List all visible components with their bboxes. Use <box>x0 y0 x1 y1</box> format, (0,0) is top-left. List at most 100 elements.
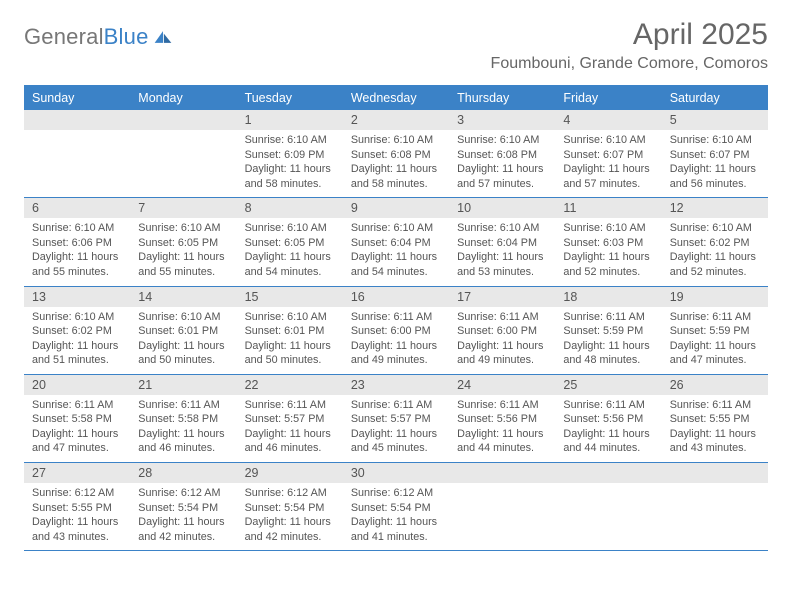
day-cell: 8Sunrise: 6:10 AMSunset: 6:05 PMDaylight… <box>237 198 343 285</box>
daylight-line: Daylight: 11 hours and 48 minutes. <box>563 339 653 368</box>
sunset-line: Sunset: 5:59 PM <box>670 324 760 339</box>
daylight-line: Daylight: 11 hours and 55 minutes. <box>138 250 228 279</box>
week-row: 6Sunrise: 6:10 AMSunset: 6:06 PMDaylight… <box>24 198 768 286</box>
sunset-line: Sunset: 5:54 PM <box>351 501 441 516</box>
day-body: Sunrise: 6:11 AMSunset: 5:56 PMDaylight:… <box>555 395 661 462</box>
day-number: 21 <box>130 375 236 395</box>
day-body: Sunrise: 6:10 AMSunset: 6:07 PMDaylight:… <box>662 130 768 197</box>
sunset-line: Sunset: 5:55 PM <box>32 501 122 516</box>
day-body: Sunrise: 6:10 AMSunset: 6:05 PMDaylight:… <box>130 218 236 285</box>
daylight-line: Daylight: 11 hours and 47 minutes. <box>670 339 760 368</box>
sunrise-line: Sunrise: 6:11 AM <box>670 310 760 325</box>
sunset-line: Sunset: 6:02 PM <box>32 324 122 339</box>
daylight-line: Daylight: 11 hours and 52 minutes. <box>670 250 760 279</box>
day-cell: 28Sunrise: 6:12 AMSunset: 5:54 PMDayligh… <box>130 463 236 550</box>
day-number: 24 <box>449 375 555 395</box>
sunrise-line: Sunrise: 6:10 AM <box>457 221 547 236</box>
day-cell: 18Sunrise: 6:11 AMSunset: 5:59 PMDayligh… <box>555 287 661 374</box>
day-body: Sunrise: 6:12 AMSunset: 5:54 PMDaylight:… <box>130 483 236 550</box>
weekday-header: Wednesday <box>343 87 449 110</box>
daylight-line: Daylight: 11 hours and 45 minutes. <box>351 427 441 456</box>
sunrise-line: Sunrise: 6:10 AM <box>670 133 760 148</box>
daylight-line: Daylight: 11 hours and 58 minutes. <box>351 162 441 191</box>
daylight-line: Daylight: 11 hours and 46 minutes. <box>245 427 335 456</box>
day-body: Sunrise: 6:10 AMSunset: 6:06 PMDaylight:… <box>24 218 130 285</box>
day-cell: 17Sunrise: 6:11 AMSunset: 6:00 PMDayligh… <box>449 287 555 374</box>
sunrise-line: Sunrise: 6:10 AM <box>670 221 760 236</box>
day-number: 29 <box>237 463 343 483</box>
sunrise-line: Sunrise: 6:12 AM <box>245 486 335 501</box>
daylight-line: Daylight: 11 hours and 42 minutes. <box>245 515 335 544</box>
day-number <box>662 463 768 483</box>
day-number <box>555 463 661 483</box>
day-cell: 16Sunrise: 6:11 AMSunset: 6:00 PMDayligh… <box>343 287 449 374</box>
sunrise-line: Sunrise: 6:11 AM <box>563 398 653 413</box>
day-cell: 5Sunrise: 6:10 AMSunset: 6:07 PMDaylight… <box>662 110 768 197</box>
sunset-line: Sunset: 6:04 PM <box>351 236 441 251</box>
week-row: 20Sunrise: 6:11 AMSunset: 5:58 PMDayligh… <box>24 375 768 463</box>
day-number: 2 <box>343 110 449 130</box>
weekday-header: Sunday <box>24 87 130 110</box>
day-cell: 4Sunrise: 6:10 AMSunset: 6:07 PMDaylight… <box>555 110 661 197</box>
day-body: Sunrise: 6:12 AMSunset: 5:54 PMDaylight:… <box>237 483 343 550</box>
day-number: 4 <box>555 110 661 130</box>
day-cell: 9Sunrise: 6:10 AMSunset: 6:04 PMDaylight… <box>343 198 449 285</box>
day-body: Sunrise: 6:10 AMSunset: 6:08 PMDaylight:… <box>343 130 449 197</box>
day-number: 28 <box>130 463 236 483</box>
weekday-header: Monday <box>130 87 236 110</box>
day-number <box>449 463 555 483</box>
daylight-line: Daylight: 11 hours and 58 minutes. <box>245 162 335 191</box>
day-body: Sunrise: 6:10 AMSunset: 6:05 PMDaylight:… <box>237 218 343 285</box>
day-number: 3 <box>449 110 555 130</box>
day-cell: 29Sunrise: 6:12 AMSunset: 5:54 PMDayligh… <box>237 463 343 550</box>
daylight-line: Daylight: 11 hours and 42 minutes. <box>138 515 228 544</box>
day-body: Sunrise: 6:11 AMSunset: 6:00 PMDaylight:… <box>343 307 449 374</box>
day-number: 8 <box>237 198 343 218</box>
sunrise-line: Sunrise: 6:11 AM <box>670 398 760 413</box>
brand-word-2: Blue <box>104 24 149 49</box>
day-cell: 26Sunrise: 6:11 AMSunset: 5:55 PMDayligh… <box>662 375 768 462</box>
daylight-line: Daylight: 11 hours and 43 minutes. <box>32 515 122 544</box>
day-cell: 30Sunrise: 6:12 AMSunset: 5:54 PMDayligh… <box>343 463 449 550</box>
daylight-line: Daylight: 11 hours and 55 minutes. <box>32 250 122 279</box>
day-body: Sunrise: 6:11 AMSunset: 5:56 PMDaylight:… <box>449 395 555 462</box>
daylight-line: Daylight: 11 hours and 46 minutes. <box>138 427 228 456</box>
day-body: Sunrise: 6:11 AMSunset: 5:57 PMDaylight:… <box>343 395 449 462</box>
day-body: Sunrise: 6:10 AMSunset: 6:04 PMDaylight:… <box>449 218 555 285</box>
day-number <box>24 110 130 130</box>
day-cell: ... <box>130 110 236 197</box>
sail-icon <box>153 29 173 45</box>
sunrise-line: Sunrise: 6:10 AM <box>138 310 228 325</box>
daylight-line: Daylight: 11 hours and 50 minutes. <box>138 339 228 368</box>
day-number: 5 <box>662 110 768 130</box>
sunrise-line: Sunrise: 6:12 AM <box>351 486 441 501</box>
sunset-line: Sunset: 5:55 PM <box>670 412 760 427</box>
day-cell: 22Sunrise: 6:11 AMSunset: 5:57 PMDayligh… <box>237 375 343 462</box>
daylight-line: Daylight: 11 hours and 57 minutes. <box>563 162 653 191</box>
day-cell: 24Sunrise: 6:11 AMSunset: 5:56 PMDayligh… <box>449 375 555 462</box>
day-cell: 6Sunrise: 6:10 AMSunset: 6:06 PMDaylight… <box>24 198 130 285</box>
sunset-line: Sunset: 6:02 PM <box>670 236 760 251</box>
sunrise-line: Sunrise: 6:11 AM <box>457 398 547 413</box>
sunrise-line: Sunrise: 6:10 AM <box>245 133 335 148</box>
day-number: 16 <box>343 287 449 307</box>
sunset-line: Sunset: 6:01 PM <box>245 324 335 339</box>
day-number: 17 <box>449 287 555 307</box>
sunrise-line: Sunrise: 6:10 AM <box>457 133 547 148</box>
sunrise-line: Sunrise: 6:10 AM <box>563 221 653 236</box>
day-number: 23 <box>343 375 449 395</box>
day-body: Sunrise: 6:11 AMSunset: 5:59 PMDaylight:… <box>555 307 661 374</box>
day-number: 20 <box>24 375 130 395</box>
sunrise-line: Sunrise: 6:10 AM <box>351 221 441 236</box>
day-number: 30 <box>343 463 449 483</box>
page: GeneralBlue April 2025 Foumbouni, Grande… <box>0 0 792 551</box>
daylight-line: Daylight: 11 hours and 52 minutes. <box>563 250 653 279</box>
daylight-line: Daylight: 11 hours and 44 minutes. <box>563 427 653 456</box>
sunrise-line: Sunrise: 6:10 AM <box>138 221 228 236</box>
month-title: April 2025 <box>491 18 768 51</box>
day-body: Sunrise: 6:12 AMSunset: 5:55 PMDaylight:… <box>24 483 130 550</box>
daylight-line: Daylight: 11 hours and 53 minutes. <box>457 250 547 279</box>
day-body: Sunrise: 6:11 AMSunset: 5:58 PMDaylight:… <box>24 395 130 462</box>
day-cell: 25Sunrise: 6:11 AMSunset: 5:56 PMDayligh… <box>555 375 661 462</box>
weekday-header: Saturday <box>662 87 768 110</box>
